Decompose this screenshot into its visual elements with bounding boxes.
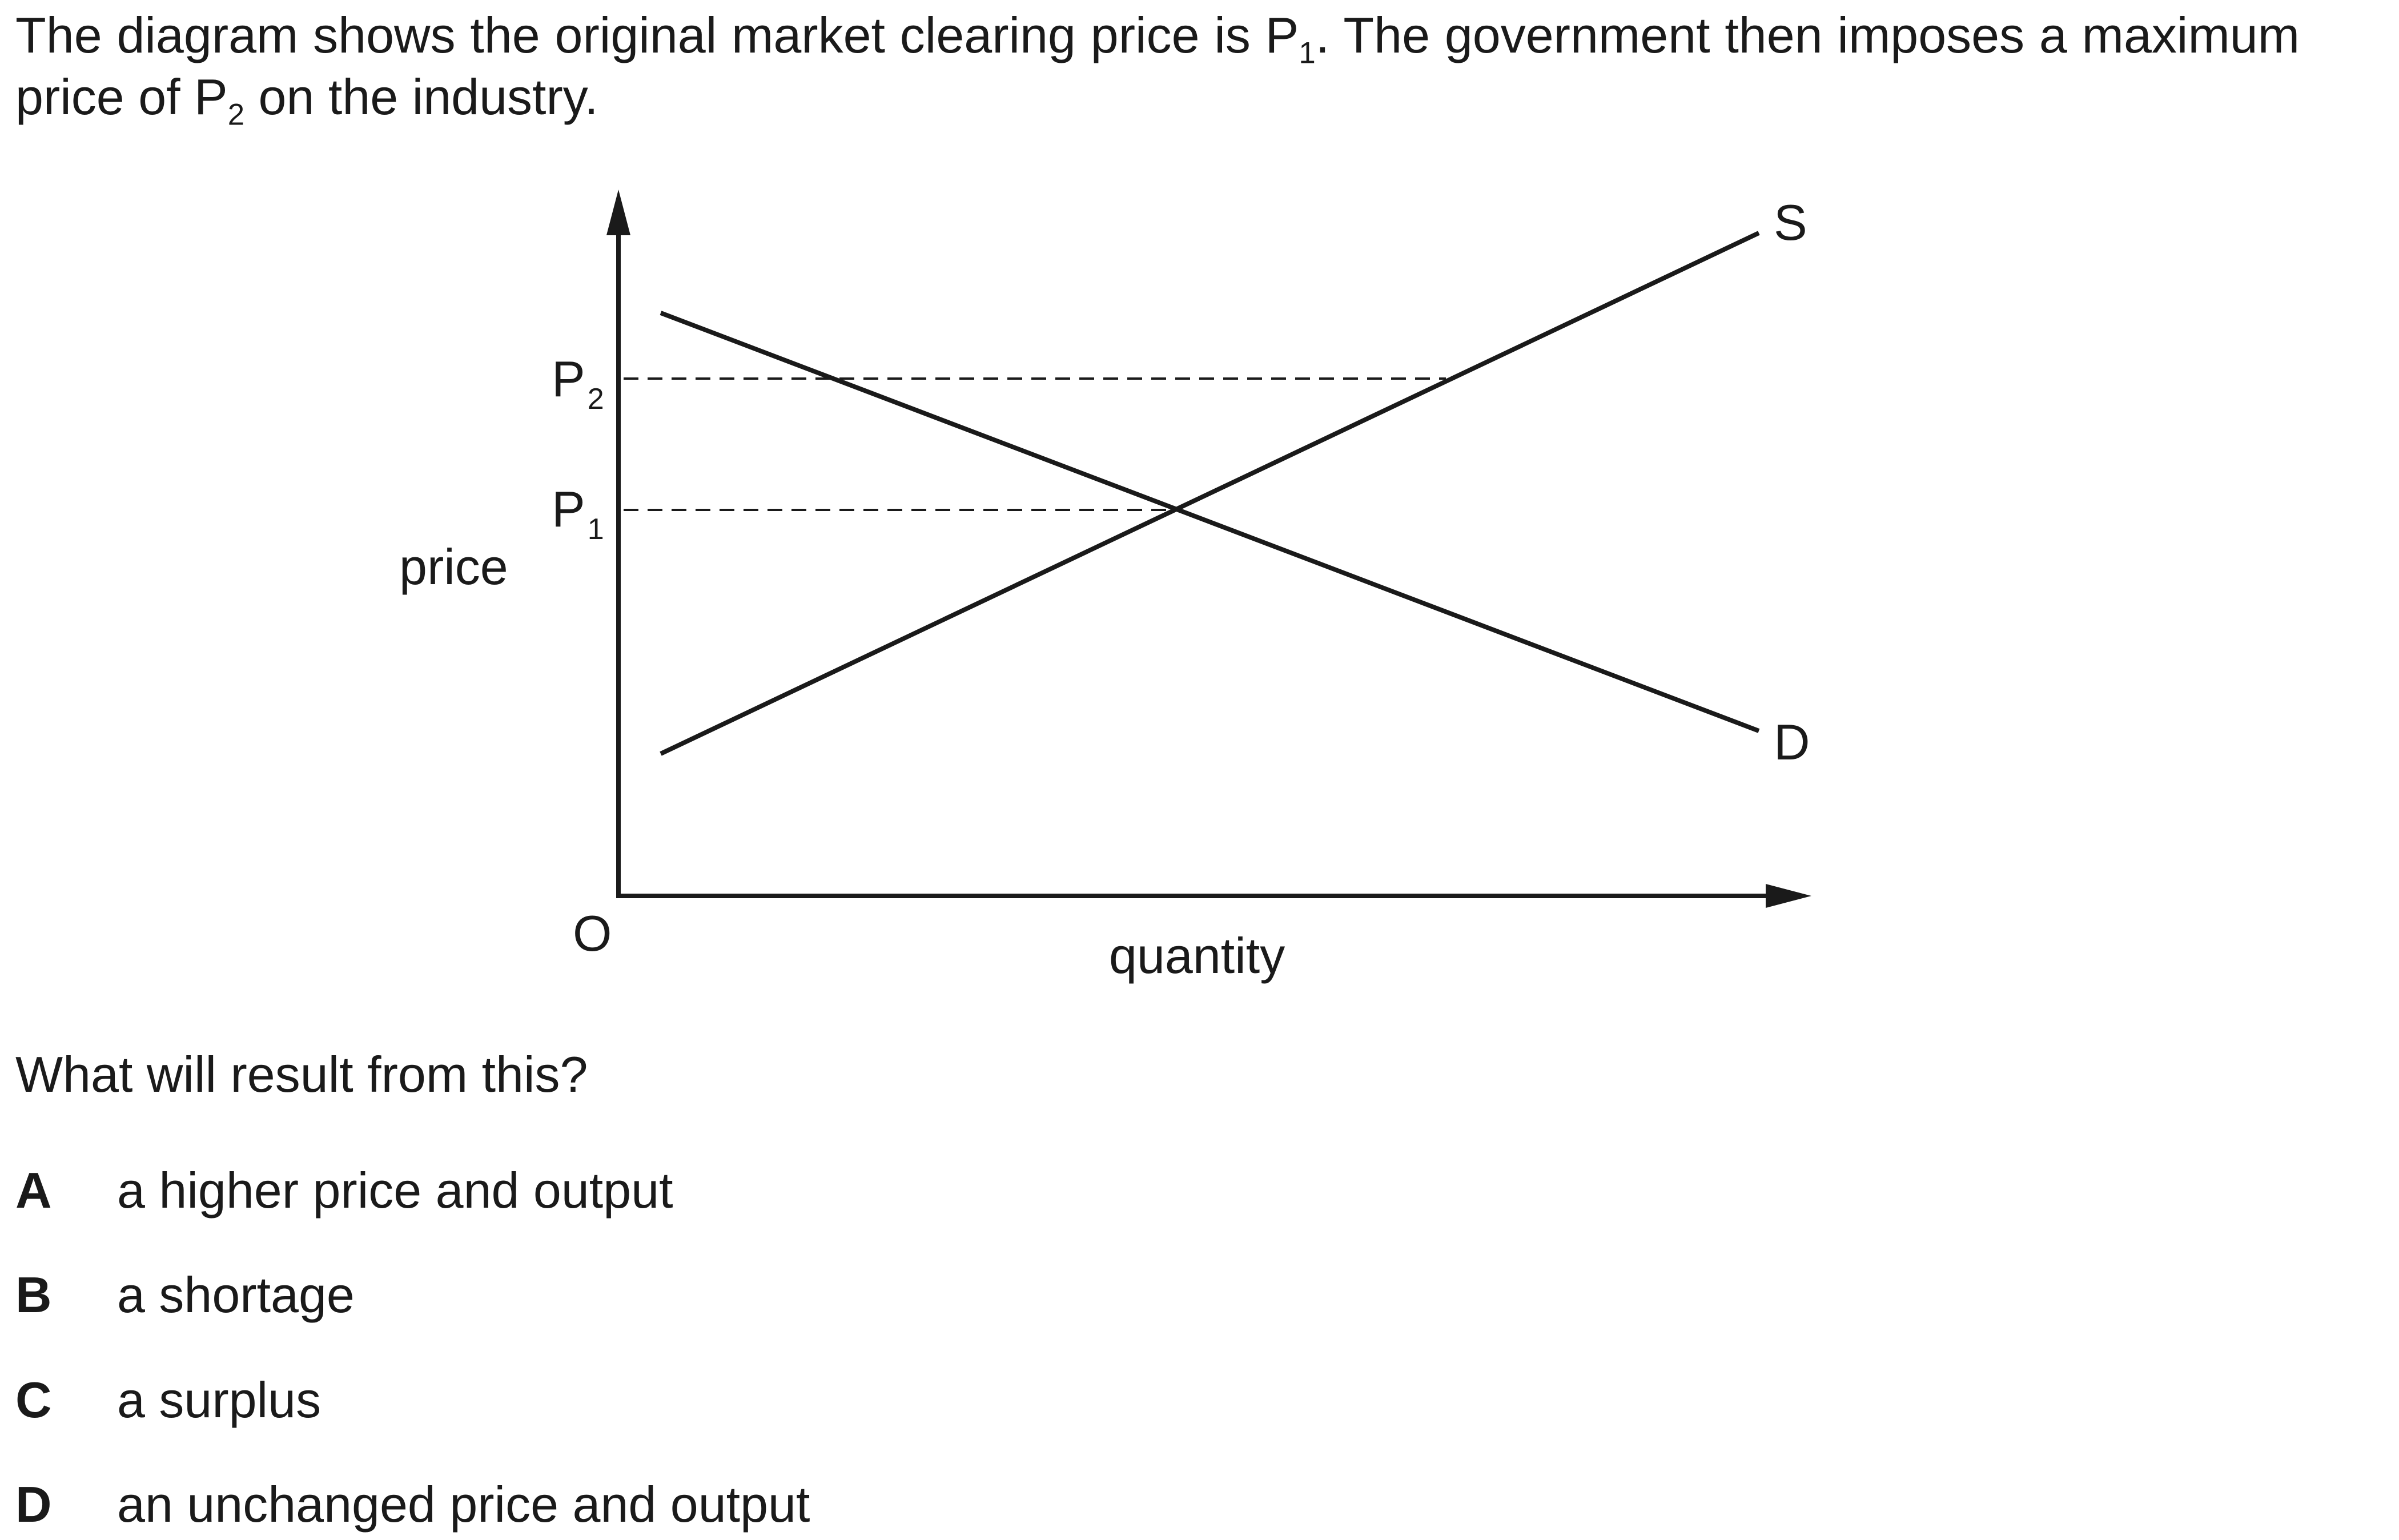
x-axis-arrowhead xyxy=(1766,884,1811,908)
intro-part-1: The diagram shows the original market cl… xyxy=(15,7,1299,63)
p1-label: P1 xyxy=(552,481,604,546)
intro-text: The diagram shows the original market cl… xyxy=(15,5,2300,130)
y-axis-arrowhead xyxy=(606,190,630,235)
demand-curve xyxy=(660,311,1760,733)
y-axis-label: price xyxy=(399,538,508,595)
option-letter: B xyxy=(15,1266,52,1323)
x-axis-label: quantity xyxy=(1109,927,1285,984)
option-text: a surplus xyxy=(117,1372,322,1428)
supply-label: S xyxy=(1774,194,1807,251)
intro-part-2: . The government then imposes a maximum … xyxy=(15,7,2300,125)
intro-subscript-1: 1 xyxy=(1299,36,1316,70)
option-letter: C xyxy=(15,1372,52,1428)
question-text: What will result from this? xyxy=(15,1046,588,1103)
demand-label: D xyxy=(1774,714,1810,770)
option-letter: A xyxy=(15,1162,52,1219)
option-text: a shortage xyxy=(117,1266,355,1323)
option-text: a higher price and output xyxy=(117,1162,673,1219)
intro-part-3: on the industry. xyxy=(244,69,598,125)
origin-label: O xyxy=(573,905,612,962)
option-text: an unchanged price and output xyxy=(117,1476,810,1533)
option-letter: D xyxy=(15,1476,52,1533)
intro-subscript-2: 2 xyxy=(227,98,245,132)
supply-curve xyxy=(660,231,1760,756)
supply-demand-diagram: P2 P1 price O quantity S D xyxy=(399,190,1811,984)
p2-label: P2 xyxy=(552,351,604,416)
